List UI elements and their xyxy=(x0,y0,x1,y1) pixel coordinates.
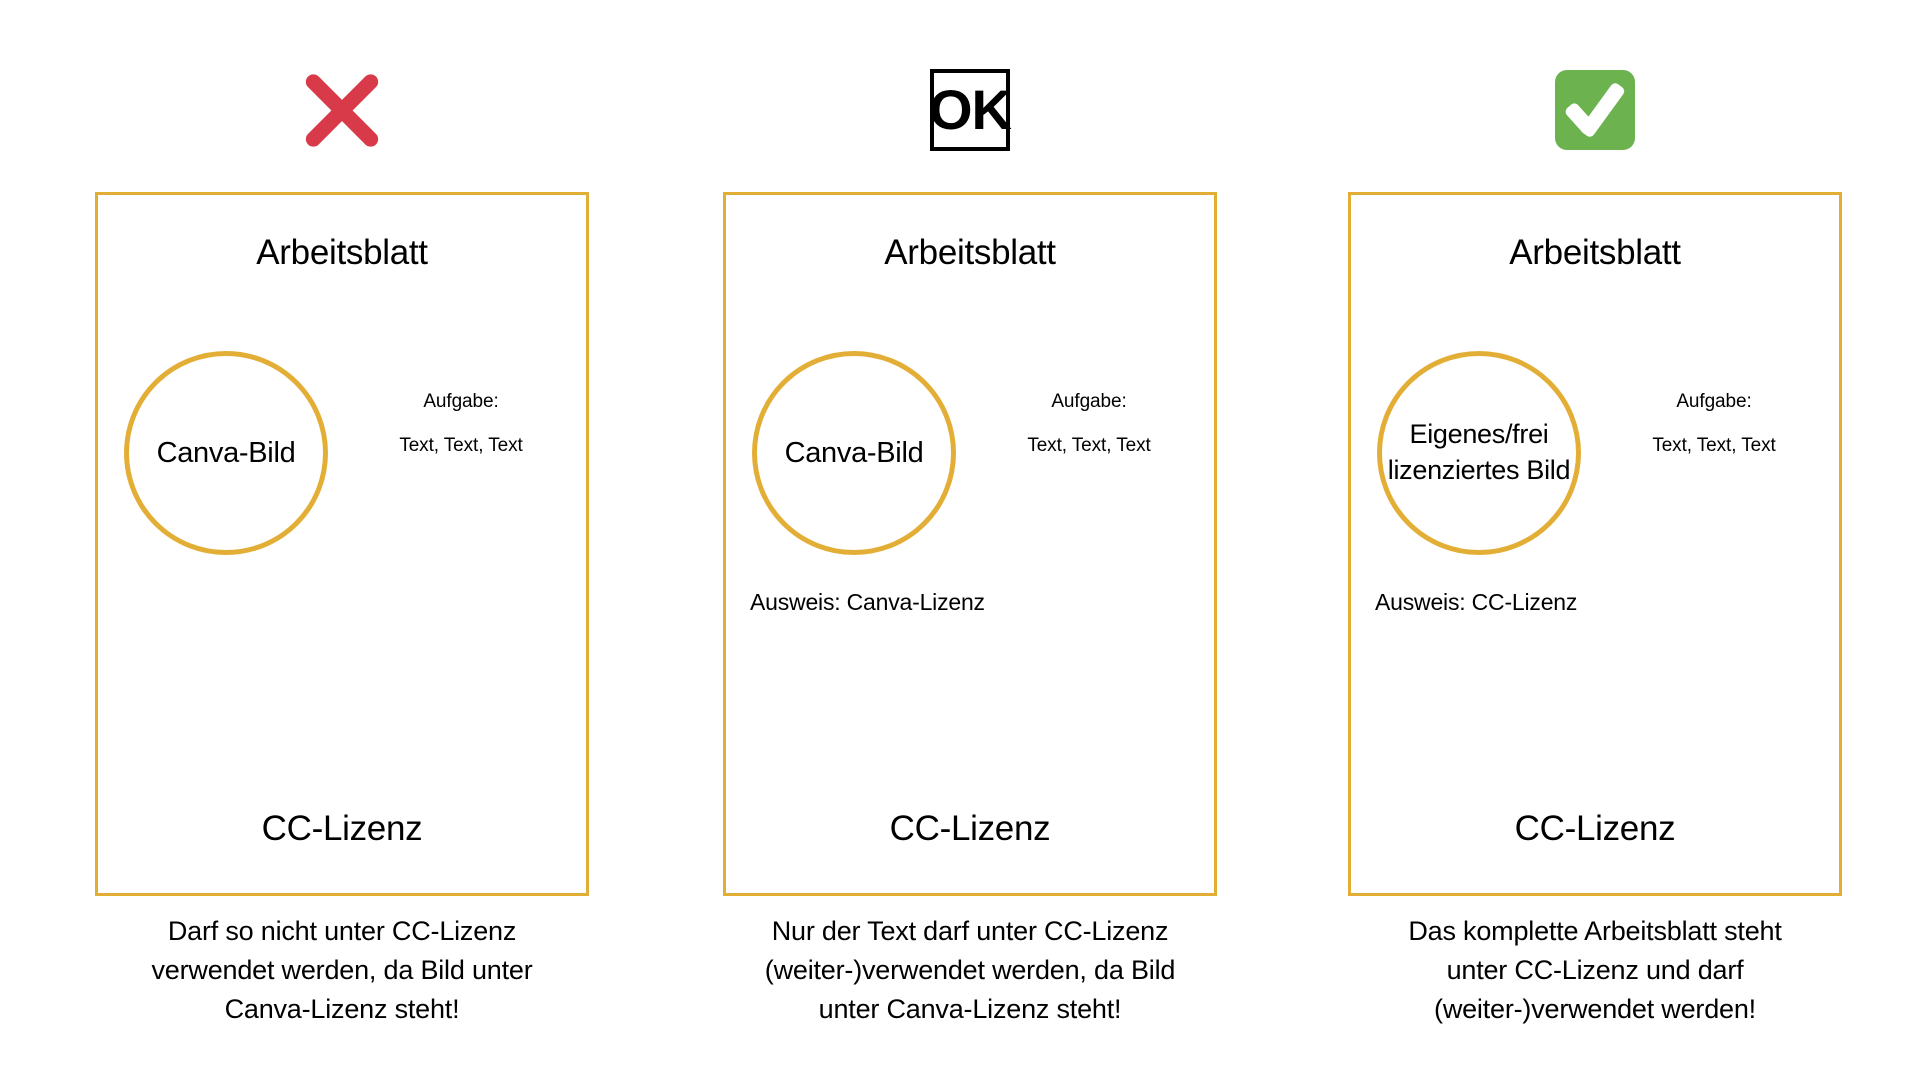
ok-box-label: OK xyxy=(929,78,1012,141)
task-heading: Aufgabe: xyxy=(1051,391,1127,412)
worksheet-card-2: Arbeitsblatt Canva-Bild Aufgabe: Text, T… xyxy=(723,192,1217,896)
image-placeholder-circle: Canva-Bild xyxy=(752,351,956,555)
status-icon-slot-1 xyxy=(95,50,589,170)
worksheet-footer-license: CC-Lizenz xyxy=(889,809,1051,848)
red-cross-icon xyxy=(299,67,385,153)
status-icon-slot-3 xyxy=(1348,50,1842,170)
worksheet-title: Arbeitsblatt xyxy=(256,233,428,272)
task-body: Text, Text, Text xyxy=(399,435,523,456)
image-placeholder-circle: Eigenes/frei lizenziertes Bild xyxy=(1377,351,1581,555)
check-stroke-long xyxy=(1578,81,1627,139)
worksheet-footer-license: CC-Lizenz xyxy=(261,809,423,848)
example-caption-1: Darf so nicht unter CC-Lizenz verwendet … xyxy=(151,916,533,1024)
worksheet-card-3: Arbeitsblatt Eigenes/frei lizenziertes B… xyxy=(1348,192,1842,896)
image-placeholder-circle: Canva-Bild xyxy=(124,351,328,555)
task-block: Aufgabe: Text, Text, Text xyxy=(974,391,1204,457)
task-block: Aufgabe: Text, Text, Text xyxy=(1599,391,1829,457)
example-column-1: Arbeitsblatt Canva-Bild Aufgabe: Text, T… xyxy=(95,0,589,1080)
image-placeholder-label: Canva-Bild xyxy=(784,436,924,469)
image-placeholder-label: Canva-Bild xyxy=(156,436,296,469)
status-icon-slot-2: OK xyxy=(723,50,1217,170)
license-note: Ausweis: CC-Lizenz xyxy=(1375,589,1578,615)
example-column-2: OK Arbeitsblatt Canva-Bild Aufgabe: Text… xyxy=(723,0,1217,1080)
license-note: Ausweis: Canva-Lizenz xyxy=(750,589,985,615)
worksheet-footer-license: CC-Lizenz xyxy=(1514,809,1676,848)
example-caption-2: Nur der Text darf unter CC-Lizenz (weite… xyxy=(764,916,1176,1024)
task-heading: Aufgabe: xyxy=(1676,391,1752,412)
green-check-icon xyxy=(1555,70,1635,150)
task-block: Aufgabe: Text, Text, Text xyxy=(346,391,576,457)
task-body: Text, Text, Text xyxy=(1027,435,1151,456)
example-column-3: Arbeitsblatt Eigenes/frei lizenziertes B… xyxy=(1348,0,1842,1080)
worksheet-card-1: Arbeitsblatt Canva-Bild Aufgabe: Text, T… xyxy=(95,192,589,896)
image-placeholder-label: Eigenes/frei lizenziertes Bild xyxy=(1387,419,1571,485)
ok-box-icon: OK xyxy=(929,69,1012,151)
task-body: Text, Text, Text xyxy=(1652,435,1776,456)
task-heading: Aufgabe: xyxy=(423,391,499,412)
worksheet-title: Arbeitsblatt xyxy=(884,233,1056,272)
worksheet-title: Arbeitsblatt xyxy=(1509,233,1681,272)
example-caption-3: Das komplette Arbeitsblatt steht unter C… xyxy=(1408,916,1782,1024)
